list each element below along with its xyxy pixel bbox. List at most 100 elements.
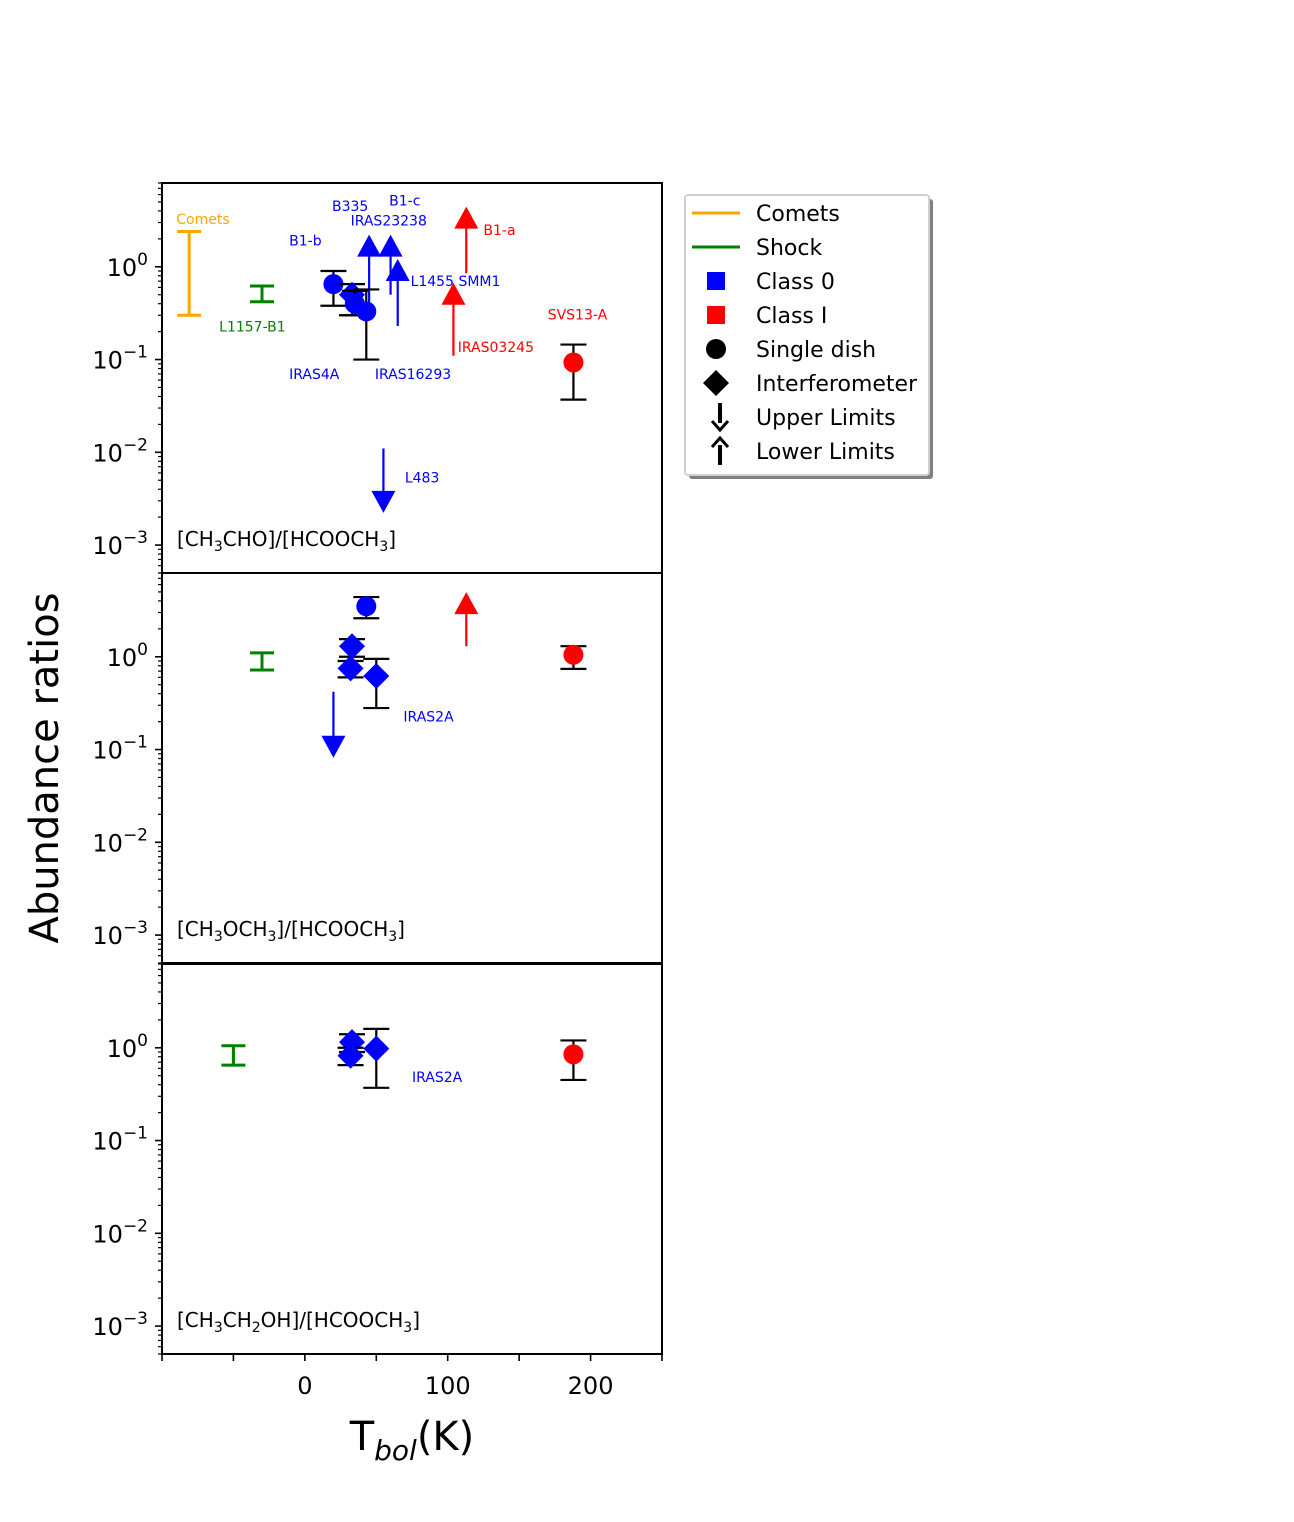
data-point-IRAS4A <box>337 1042 364 1069</box>
y-tick-exp: −1 <box>123 343 148 363</box>
legend-circle-swatch <box>706 339 726 359</box>
annotation-B1-a: B1-a <box>483 223 515 239</box>
legend-entry-class-i: Class I <box>707 304 827 329</box>
y-tick-base: 10 <box>92 1220 123 1248</box>
panel-title-text: [CH <box>177 1308 214 1332</box>
data-point-B1-b <box>320 269 347 307</box>
y-tick-exp: 0 <box>137 1031 148 1051</box>
y-tick-exp: −3 <box>123 528 148 548</box>
annotation-L483: L483 <box>405 471 440 487</box>
legend-label: Single dish <box>756 338 876 363</box>
legend-entry-shock: Shock <box>692 236 822 261</box>
shock-range <box>250 651 274 672</box>
panel-title-subscript: 3 <box>214 929 223 945</box>
y-tick-label: 10−3 <box>92 918 148 950</box>
lower-limit-B1-a <box>454 206 479 274</box>
legend-label: Class 0 <box>756 270 835 295</box>
legend: Comets Shock Class 0 Class I Single dish Inte… <box>684 194 933 479</box>
legend-diamond-swatch <box>703 370 729 396</box>
panel-title-subscript: 3 <box>388 929 397 945</box>
data-point-SVS13-A <box>560 343 587 401</box>
y-tick-base: 10 <box>92 532 123 560</box>
legend-arrow-head <box>710 420 730 433</box>
shock-range <box>250 284 274 304</box>
y-tick-label: 100 <box>107 250 148 282</box>
data-point-IRAS2A <box>363 657 390 710</box>
legend-entry-comets: Comets <box>692 202 840 227</box>
legend-square-swatch <box>707 306 725 324</box>
y-tick-exp: −2 <box>123 825 148 845</box>
y-tick-label: 10−1 <box>92 733 148 765</box>
legend-label: Class I <box>756 304 827 329</box>
upper-limit-B1-b <box>321 691 346 758</box>
y-tick-label: 10−3 <box>92 528 148 560</box>
y-tick-exp: −3 <box>123 918 148 938</box>
marker-diamond <box>337 655 364 682</box>
panel-title-subscript: 3 <box>214 539 223 555</box>
limit-arrowhead-up <box>378 234 403 257</box>
x-axis-label-sub: bol <box>374 1434 417 1467</box>
data-point-IRAS4A <box>339 633 365 660</box>
y-tick-exp: 0 <box>137 250 148 270</box>
y-tick-base: 10 <box>92 829 123 857</box>
annotation-IRAS2A: IRAS2A <box>412 1070 463 1086</box>
panel-title-text: ] <box>397 917 405 941</box>
legend-label: Shock <box>756 236 822 261</box>
y-tick-label: 10−3 <box>92 1309 148 1341</box>
annotation-SVS13-A: SVS13-A <box>548 308 608 324</box>
marker-circle <box>356 596 377 617</box>
data-point-IRAS16293 <box>353 595 380 620</box>
y-axis-label: Abundance ratios <box>22 592 68 943</box>
panel-title-subscript: 3 <box>379 539 388 555</box>
legend-entries: Comets Shock Class 0 Class I Single dish Inte… <box>692 202 918 465</box>
annotation-B1-b: B1-b <box>289 233 322 249</box>
panel-title-text: [CH <box>177 527 214 551</box>
panel-title-text: ] <box>412 1308 420 1332</box>
annotation-Comets: Comets <box>176 212 229 228</box>
limit-arrowhead-up <box>441 282 466 305</box>
panel-title-subscript: 3 <box>214 1320 223 1336</box>
y-tick-exp: −1 <box>123 1124 148 1144</box>
x-axis-label: Tbol(K) <box>349 1414 475 1467</box>
limit-arrowhead-down <box>371 490 396 513</box>
annotation-IRAS16293: IRAS16293 <box>375 367 451 383</box>
y-tick-exp: −2 <box>123 1216 148 1236</box>
lower-limit-IRAS03245 <box>441 282 466 356</box>
y-tick-exp: −1 <box>123 733 148 753</box>
annotation-B1-c: B1-c <box>389 193 420 209</box>
legend-entry-lower-limits: Lower Limits <box>710 435 895 465</box>
data-point-IRAS4A <box>337 655 364 682</box>
marker-circle <box>323 274 344 295</box>
annotation-B335: B335 <box>332 199 368 215</box>
panel-title-text: OH]/[HCOOCH <box>261 1308 404 1332</box>
y-tick-exp: −2 <box>123 435 148 455</box>
panel-title-text: ] <box>388 527 396 551</box>
y-tick-label: 10−1 <box>92 343 148 375</box>
panel-title-subscript: 2 <box>252 1320 261 1336</box>
annotation-L1157-B1: L1157-B1 <box>219 320 286 336</box>
lower-limit-IRAS23238 <box>378 234 403 295</box>
error-bar <box>353 288 380 361</box>
data-point-SVS13-A <box>560 644 587 671</box>
panel-title-text: CHO]/[HCOOCH <box>223 527 380 551</box>
data-point-SVS13-A <box>560 1039 587 1082</box>
marker-circle <box>356 301 377 322</box>
annotation-L1455-SMM1: L1455 SMM1 <box>411 274 501 290</box>
y-tick-label: 100 <box>107 640 148 672</box>
legend-frame <box>684 194 930 476</box>
marker-circle <box>563 1044 584 1065</box>
limit-arrowhead-up <box>454 592 479 615</box>
shock-range <box>221 1044 246 1067</box>
legend-label: Lower Limits <box>756 440 895 465</box>
limit-arrowhead-up <box>357 234 382 257</box>
x-tick-label: 0 <box>297 1372 312 1400</box>
marker-diamond <box>339 633 365 660</box>
x-tick-label: 200 <box>568 1372 614 1400</box>
limit-arrowhead-down <box>321 735 346 758</box>
panel-title-subscript: 3 <box>267 929 276 945</box>
y-tick-base: 10 <box>92 347 123 375</box>
y-tick-label: 10−1 <box>92 1124 148 1156</box>
